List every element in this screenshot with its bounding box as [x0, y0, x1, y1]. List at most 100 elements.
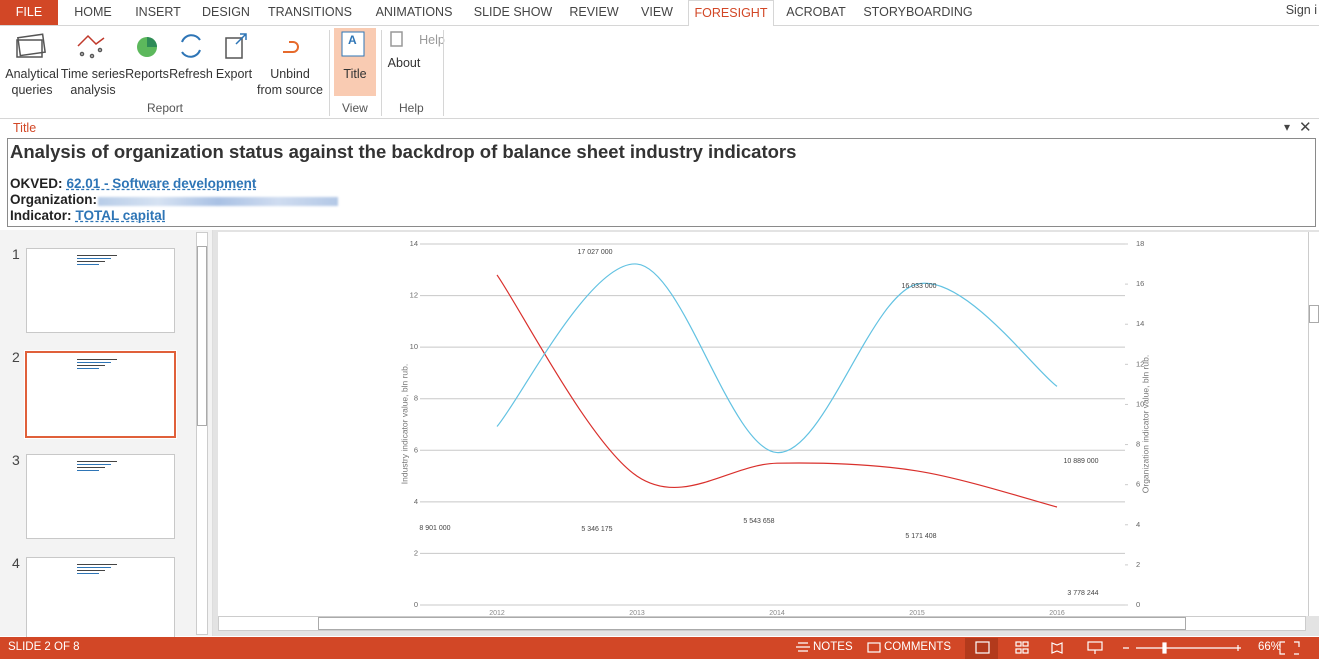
ribbon-tab[interactable]: HOME: [74, 5, 112, 19]
ribbon-button[interactable]: Title: [315, 66, 395, 82]
button-label: Time series: [60, 67, 126, 81]
ribbon-tab[interactable]: DESIGN: [202, 5, 250, 19]
thumb-line: [77, 261, 105, 262]
separator: [443, 30, 444, 116]
y2-tick-label: 0: [1136, 600, 1140, 609]
chart: 0 2 4 6 8 10 12 14 0 2 4 6 8 10 12 14 16 18 Industry indic…: [399, 239, 1150, 616]
y2-tick-label: 12: [1136, 359, 1144, 368]
slide-number: 4: [12, 555, 20, 571]
scroll-thumb[interactable]: [197, 246, 207, 426]
ribbon-button[interactable]: Reports: [107, 66, 187, 82]
thumb-line: [77, 464, 111, 465]
ribbon-button[interactable]: Export: [194, 66, 274, 82]
tab-bar: [0, 0, 1319, 26]
row-link[interactable]: 62.01 - Software development: [66, 176, 257, 191]
y-tick-label: 14: [410, 239, 418, 248]
thumb-line: [77, 368, 99, 369]
ribbon-button[interactable]: Refresh: [151, 66, 231, 82]
notes-button[interactable]: NOTES: [813, 641, 853, 653]
y2-tick-label: 4: [1136, 520, 1140, 529]
thumb-line: [77, 470, 99, 471]
y-tick-label: 12: [410, 291, 418, 300]
y-tick-label: 6: [414, 445, 418, 454]
pane-menu[interactable]: ▾: [1284, 120, 1291, 134]
heading: Analysis of organization status against …: [10, 141, 797, 162]
thumb-line: [77, 467, 105, 468]
button-label: Refresh: [169, 67, 213, 81]
slide-counter: SLIDE 2 OF 8: [8, 641, 80, 653]
button-label: from source: [257, 83, 323, 97]
data-annotation: 3 778 244: [1067, 590, 1098, 597]
ribbon-tab[interactable]: FORESIGHT: [688, 0, 774, 26]
normal-view[interactable]: [965, 638, 998, 659]
y2-tick-label: 14: [1136, 319, 1144, 328]
sign-in[interactable]: Sign i: [1285, 3, 1317, 17]
x-tick-label: 2016: [1049, 610, 1065, 616]
group-label: Report: [147, 101, 184, 115]
button-label: queries: [11, 83, 53, 97]
y-tick-label: 8: [414, 394, 418, 403]
x-tick-label: 2013: [629, 610, 645, 616]
ribbon-tab[interactable]: FILE: [0, 0, 58, 25]
svg-text:A: A: [348, 33, 357, 47]
comments-button[interactable]: COMMENTS: [884, 641, 952, 653]
button-label: Title: [343, 67, 367, 81]
h-scroll-thumb[interactable]: [318, 617, 1186, 630]
group-label: Help: [399, 101, 424, 115]
ribbon-tab[interactable]: INSERT: [135, 5, 181, 19]
row-label: OKVED:: [10, 176, 63, 191]
data-annotation: 5 171 408: [905, 533, 936, 540]
ribbon-button[interactable]: Help: [392, 32, 472, 48]
slide-thumbnail[interactable]: [26, 557, 175, 642]
y-axis-title: Industry indicator value, bln rub.: [399, 364, 409, 484]
ribbon-tab[interactable]: SLIDE SHOW: [473, 5, 553, 19]
slide-thumbnail[interactable]: [26, 454, 175, 539]
slide-thumbnail[interactable]: [26, 248, 175, 333]
ribbon-button[interactable]: Unbind from source: [250, 66, 330, 98]
title-box: [7, 138, 1316, 227]
y-tick-label: 4: [414, 497, 418, 506]
pane-label: Title: [13, 121, 37, 135]
ribbon-tab[interactable]: VIEW: [641, 5, 673, 19]
zoom-level[interactable]: 66%: [1258, 641, 1282, 653]
blurred-value: [98, 197, 338, 206]
ribbon-tab[interactable]: STORYBOARDING: [863, 5, 973, 19]
series-line: [496, 274, 1058, 508]
button-label: Unbind: [270, 67, 310, 81]
h-scrollbar[interactable]: [218, 616, 1306, 631]
slide-number: 2: [12, 349, 20, 365]
ribbon-button[interactable]: About: [364, 55, 444, 71]
row-link[interactable]: TOTAL capital: [75, 208, 166, 223]
pane-close[interactable]: ✕: [1299, 119, 1312, 136]
ribbon-button[interactable]: Analytical queries: [0, 66, 72, 98]
button-label: Reports: [125, 67, 169, 81]
data-annotation: 8 901 000: [419, 525, 450, 532]
ribbon-tab[interactable]: ANIMATIONS: [375, 5, 453, 19]
y2-tick-label: 8: [1136, 440, 1140, 449]
v-scrollbar[interactable]: [1308, 232, 1319, 616]
ribbon-button[interactable]: Time series analysis: [53, 66, 133, 98]
ribbon-tab[interactable]: TRANSITIONS: [267, 5, 353, 19]
y-tick-label: 2: [414, 548, 418, 557]
separator: [381, 30, 382, 116]
x-tick-label: 2014: [769, 610, 785, 616]
y-tick-label: 10: [410, 342, 418, 351]
button-label: Analytical: [5, 67, 59, 81]
info-row: Organization:: [10, 192, 97, 207]
v-scroll-thumb[interactable]: [1309, 305, 1319, 323]
status-icons: [796, 641, 1300, 655]
row-label: Indicator:: [10, 208, 72, 223]
slide-number: 1: [12, 246, 20, 262]
ribbon-tab[interactable]: REVIEW: [569, 5, 619, 19]
thumb-line: [77, 573, 99, 574]
y-tick-label: 0: [414, 600, 418, 609]
thumb-line: [77, 365, 105, 366]
separator: [329, 30, 330, 116]
y2-tick-label: 6: [1136, 480, 1140, 489]
x-tick-label: 2015: [909, 610, 925, 616]
button-label: Export: [215, 67, 253, 81]
y2-tick-label: 16: [1136, 279, 1144, 288]
y2-tick-label: 18: [1136, 239, 1144, 248]
slide-thumbnail[interactable]: [24, 350, 177, 439]
ribbon-tab[interactable]: ACROBAT: [786, 5, 846, 19]
